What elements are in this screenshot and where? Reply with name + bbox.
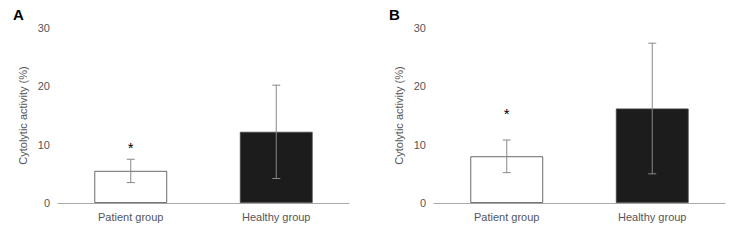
svg-text:Cytolytic activity (%): Cytolytic activity (%)	[17, 66, 29, 164]
svg-text:30: 30	[38, 22, 50, 34]
svg-text:20: 20	[38, 80, 50, 92]
svg-text:Cytolytic activity (%): Cytolytic activity (%)	[393, 66, 405, 164]
svg-text:30: 30	[414, 22, 426, 34]
svg-text:10: 10	[414, 139, 426, 151]
svg-text:Patient group: Patient group	[98, 211, 163, 223]
svg-text:B: B	[389, 6, 400, 23]
svg-text:Patient group: Patient group	[474, 211, 539, 223]
svg-text:Healthy group: Healthy group	[242, 211, 311, 223]
svg-text:0: 0	[44, 197, 50, 209]
svg-text:10: 10	[38, 139, 50, 151]
svg-text:Healthy group: Healthy group	[618, 211, 687, 223]
svg-text:*: *	[128, 139, 134, 156]
svg-text:0: 0	[420, 197, 426, 209]
svg-text:20: 20	[414, 80, 426, 92]
svg-text:*: *	[504, 105, 510, 122]
svg-text:A: A	[13, 6, 24, 23]
